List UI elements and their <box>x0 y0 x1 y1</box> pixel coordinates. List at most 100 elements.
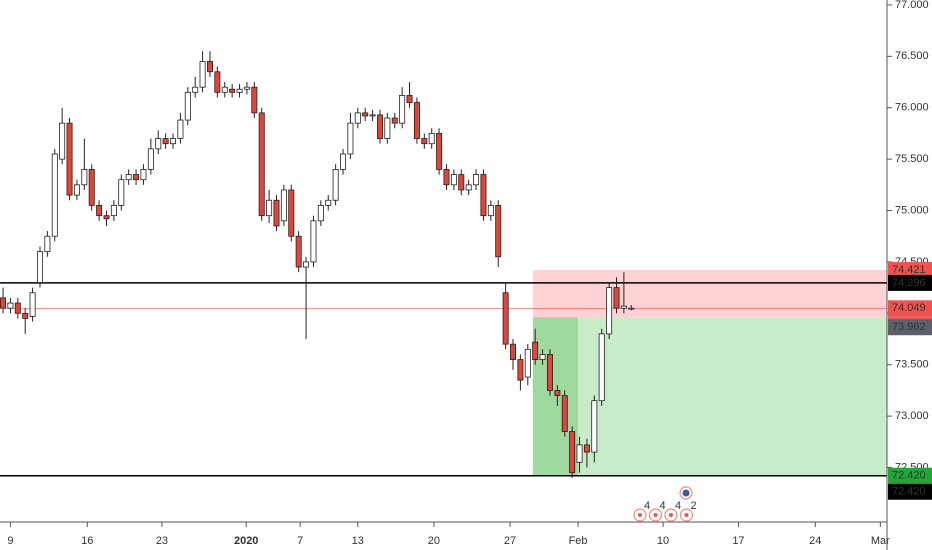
candle-body <box>14 302 21 314</box>
candle-body <box>96 204 103 217</box>
candle-body <box>613 287 620 309</box>
event-count: 2 <box>691 500 697 512</box>
x-tick-label: 13 <box>352 535 364 547</box>
price-label-bg <box>888 300 932 317</box>
x-tick-label: 7 <box>297 535 303 547</box>
candle-body <box>465 184 472 191</box>
event-dot <box>638 513 642 517</box>
candle-body <box>487 204 494 217</box>
price-label: 73.962 <box>892 321 926 333</box>
candle-body <box>576 444 583 463</box>
candle-body <box>340 153 347 170</box>
candle-body <box>258 112 265 217</box>
candle-body <box>473 174 480 186</box>
candle-body <box>310 220 317 263</box>
candle-body <box>266 199 273 217</box>
x-tick-label: 20 <box>428 535 440 547</box>
candle-body <box>7 302 14 309</box>
price-label-bg <box>888 319 932 336</box>
y-tick-label: 75.000 <box>895 204 929 216</box>
candle-body <box>140 169 147 181</box>
candle-body <box>354 112 361 124</box>
candle-body <box>606 287 613 335</box>
candle-body <box>480 174 487 217</box>
candle-body <box>502 292 509 345</box>
price-label: 74.049 <box>892 302 926 314</box>
candle-body <box>59 122 66 160</box>
y-tick-label: 73.000 <box>895 410 929 422</box>
candle-body <box>495 204 502 258</box>
candle-body <box>458 174 465 191</box>
candle-body <box>569 431 576 474</box>
candle-body <box>221 86 228 93</box>
candle-body <box>66 122 73 196</box>
candle-body <box>532 341 539 360</box>
candle-body <box>29 292 36 317</box>
x-tick-label: 2020 <box>234 535 258 547</box>
y-tick-label: 76.500 <box>895 50 929 62</box>
candle-body <box>317 204 324 222</box>
candle-body <box>88 169 95 206</box>
candle-body <box>399 94 406 124</box>
flag-icon <box>682 489 690 497</box>
candle-body <box>436 133 443 170</box>
x-tick-label: 23 <box>156 535 168 547</box>
candle-body <box>22 312 29 319</box>
candle-body <box>199 61 206 88</box>
price-label: 72.420 <box>892 470 926 482</box>
event-dot <box>669 513 673 517</box>
candle-body <box>184 91 191 121</box>
y-tick-label: 75.500 <box>895 153 929 165</box>
candle-body <box>406 94 413 103</box>
candle-body <box>133 174 140 181</box>
event-count: 4 <box>660 500 666 512</box>
candle-body <box>303 261 310 268</box>
price-label-bg <box>888 483 932 500</box>
candle-body <box>73 184 80 196</box>
candle-body <box>177 119 184 139</box>
event-dot <box>653 513 658 517</box>
candle-body <box>384 117 391 139</box>
candle-body <box>229 88 236 93</box>
x-tick-label: 16 <box>81 535 93 547</box>
candle-body <box>561 395 568 432</box>
x-tick-label: Mar <box>871 535 890 547</box>
candle-body <box>273 199 280 227</box>
candle-body <box>598 333 605 402</box>
candle-body <box>583 444 590 453</box>
candle-body <box>251 86 258 114</box>
candle-body <box>428 133 435 145</box>
candle-body <box>155 138 162 150</box>
candle-body <box>413 102 420 139</box>
candle-body <box>162 138 169 145</box>
x-tick-label: 9 <box>7 535 13 547</box>
candle-body <box>125 174 132 181</box>
candle-body <box>81 169 88 186</box>
candle-body <box>450 174 457 186</box>
price-label-bg <box>888 262 932 279</box>
candle-body <box>517 359 524 381</box>
y-tick-label: 73.500 <box>895 359 929 371</box>
candle-body <box>443 169 450 186</box>
candle-body <box>44 235 51 253</box>
candle-body <box>325 199 332 206</box>
y-tick-label: 76.000 <box>895 102 929 114</box>
price-label: 72.420 <box>892 486 926 498</box>
event-count: 4 <box>675 500 681 512</box>
candle-body <box>362 112 369 117</box>
price-label-bg <box>888 274 932 291</box>
candle-body <box>524 348 531 378</box>
candle-body <box>206 61 213 73</box>
candle-body <box>332 169 339 201</box>
x-tick-label: 27 <box>504 535 516 547</box>
candle-body <box>243 86 250 90</box>
x-tick-label: 24 <box>809 535 821 547</box>
candle-body <box>236 88 243 93</box>
x-tick-label: Feb <box>569 535 588 547</box>
candle-body <box>539 354 546 360</box>
candle-body <box>421 138 428 145</box>
candle-body <box>391 117 398 124</box>
candle-body <box>51 153 58 237</box>
